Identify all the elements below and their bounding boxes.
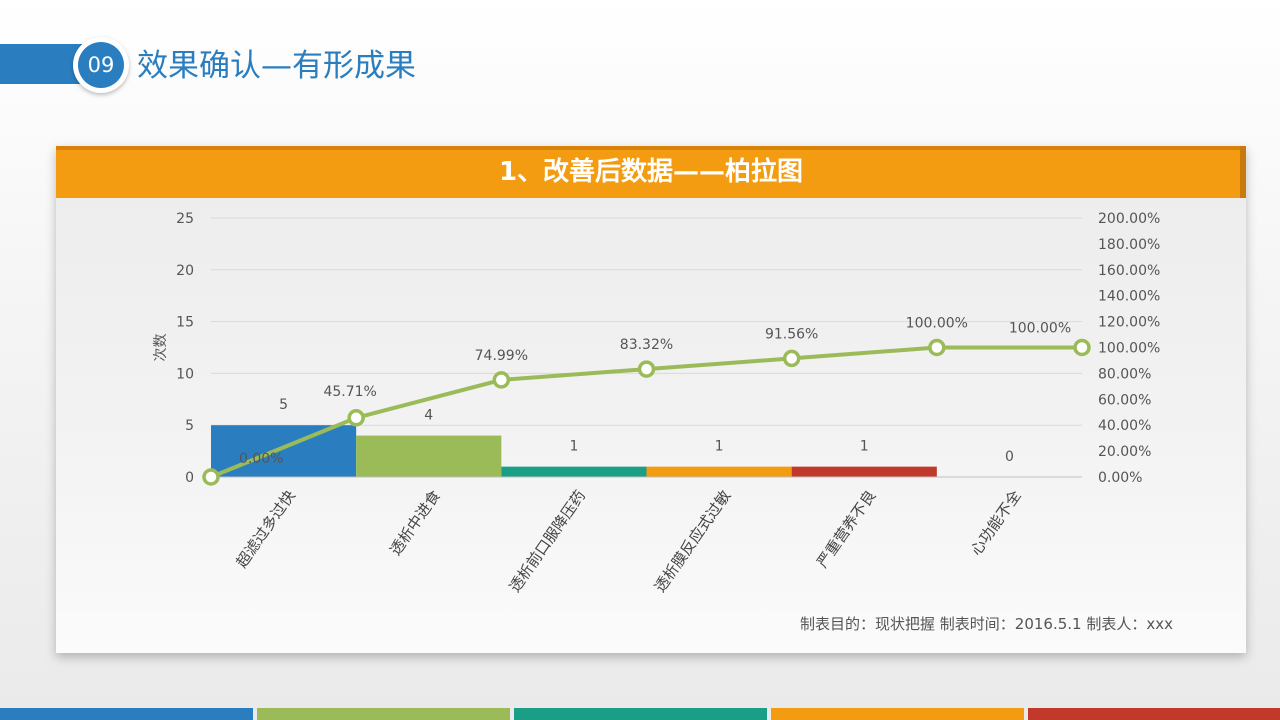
bar <box>501 466 647 477</box>
y2-tick-label: 20.00% <box>1098 444 1151 460</box>
y2-tick-label: 180.00% <box>1098 237 1160 253</box>
x-category-label: 超滤过多过快 <box>232 487 298 571</box>
bottom-stripe <box>0 708 253 720</box>
bottom-stripe <box>514 708 767 720</box>
y2-tick-label: 120.00% <box>1098 315 1160 331</box>
cumulative-point <box>492 371 511 389</box>
y2-tick-label: 160.00% <box>1098 263 1160 279</box>
y-tick-label: 10 <box>176 366 194 382</box>
y2-tick-label: 80.00% <box>1098 366 1151 382</box>
section-number-badge: 09 <box>73 37 129 93</box>
bar <box>791 466 937 477</box>
y2-tick-label: 200.00% <box>1098 211 1160 227</box>
bottom-stripe <box>1028 708 1280 720</box>
cumulative-point <box>928 338 946 357</box>
bottom-stripe <box>771 708 1024 720</box>
bar-data-label: 1 <box>860 439 869 455</box>
cumulative-point <box>637 360 656 378</box>
cumulative-data-label: 45.71% <box>323 384 376 400</box>
y2-tick-label: 100.00% <box>1098 341 1160 357</box>
bar-data-label: 0 <box>1005 449 1014 465</box>
chart-panel: 1、改善后数据——柏拉图 <box>56 146 1246 653</box>
cumulative-data-label: 100.00% <box>1009 321 1071 337</box>
bar-data-label: 5 <box>279 397 288 413</box>
cumulative-data-label: 0.00% <box>239 451 283 467</box>
cumulative-data-label: 91.56% <box>765 326 818 342</box>
bar-data-label: 1 <box>715 439 724 455</box>
section-number: 09 <box>78 42 124 88</box>
x-category-label: 透析膜反应式过敏 <box>651 487 735 596</box>
y2-tick-label: 140.00% <box>1098 289 1160 305</box>
cumulative-point <box>782 349 801 368</box>
y-tick-label: 25 <box>176 211 194 227</box>
x-category-label: 透析中进食 <box>386 487 444 559</box>
footer-note: 制表目的：现状把握 制表时间：2016.5.1 制表人：xxx <box>800 615 1173 633</box>
y-tick-label: 5 <box>185 418 194 434</box>
y2-tick-label: 60.00% <box>1098 392 1151 408</box>
y-tick-label: 20 <box>176 263 194 279</box>
bar-data-label: 1 <box>569 439 578 455</box>
bar <box>356 435 502 477</box>
cumulative-data-label: 74.99% <box>475 348 528 364</box>
bar-data-label: 4 <box>424 408 433 424</box>
panel-header <box>56 146 1246 198</box>
panel-title: 1、改善后数据——柏拉图 <box>498 157 804 187</box>
cumulative-point <box>202 468 220 486</box>
bottom-stripe <box>257 708 510 720</box>
y-tick-label: 15 <box>176 315 194 331</box>
y-tick-label: 0 <box>185 470 194 486</box>
cumulative-data-label: 83.32% <box>620 337 673 353</box>
panel-header-edge <box>1240 146 1246 198</box>
cumulative-point <box>1073 338 1091 357</box>
x-category-label: 透析前口服降压药 <box>506 487 590 596</box>
x-category-label: 心功能不全 <box>967 487 1025 559</box>
y-axis-label: 次数 <box>153 334 169 362</box>
y2-tick-label: 0.00% <box>1098 470 1142 486</box>
cumulative-data-label: 100.00% <box>906 316 968 332</box>
y2-tick-label: 40.00% <box>1098 418 1151 434</box>
cumulative-point <box>347 409 365 427</box>
bar <box>646 466 792 477</box>
x-category-label: 严重营养不良 <box>813 487 879 571</box>
page-title: 效果确认—有形成果 <box>137 48 416 84</box>
